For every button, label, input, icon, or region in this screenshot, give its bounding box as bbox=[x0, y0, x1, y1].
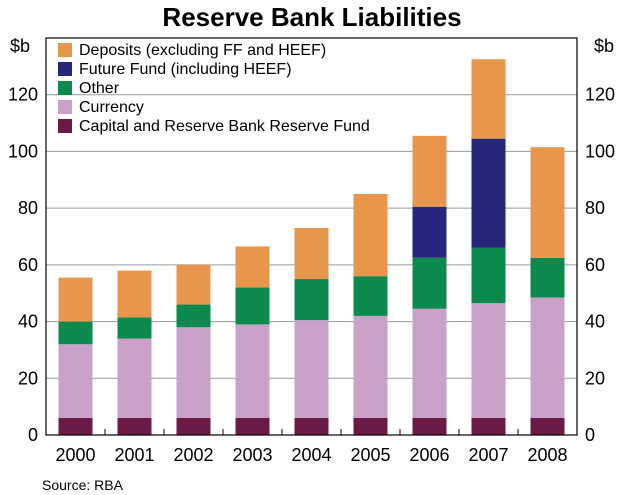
bar-2003-series-1 bbox=[235, 324, 270, 418]
bar-2007-series-4 bbox=[471, 59, 506, 139]
plot-frame bbox=[45, 37, 578, 436]
bar-2007-series-2 bbox=[471, 247, 506, 304]
x-tick-2006: 2006 bbox=[409, 445, 449, 465]
y-axis-left: 0 20 40 60 80 100 120 bbox=[8, 85, 38, 445]
y-tick-left-40: 40 bbox=[18, 312, 38, 332]
y-tick-left-100: 100 bbox=[8, 141, 38, 161]
legend-swatch-1 bbox=[58, 62, 72, 76]
bar-2004-series-0 bbox=[294, 417, 329, 435]
bar-2001-series-2 bbox=[117, 317, 152, 339]
x-tick-2001: 2001 bbox=[114, 445, 154, 465]
bar-2002-series-0 bbox=[176, 417, 211, 435]
legend-swatch-0 bbox=[58, 43, 72, 57]
bar-2004-series-1 bbox=[294, 320, 329, 418]
legend-swatch-3 bbox=[58, 100, 72, 114]
bar-2005-series-0 bbox=[353, 417, 388, 435]
bar-2000-series-0 bbox=[58, 417, 93, 435]
bar-2007-series-3 bbox=[471, 138, 506, 248]
x-tick-2007: 2007 bbox=[468, 445, 508, 465]
bar-2001-series-1 bbox=[117, 338, 152, 418]
bar-2000-series-2 bbox=[58, 321, 93, 345]
bar-2004-series-4 bbox=[294, 227, 329, 280]
bar-2006-series-4 bbox=[412, 135, 447, 207]
bar-2003-series-2 bbox=[235, 287, 270, 325]
x-tick-2008: 2008 bbox=[527, 445, 567, 465]
bar-2008-series-2 bbox=[530, 257, 565, 298]
source-note: Source: RBA bbox=[42, 477, 124, 493]
y-tick-left-80: 80 bbox=[18, 198, 38, 218]
x-tick-2005: 2005 bbox=[350, 445, 390, 465]
bar-2000-series-4 bbox=[58, 277, 93, 322]
legend-label-1: Future Fund (including HEEF) bbox=[79, 61, 292, 78]
legend-label-3: Currency bbox=[79, 99, 144, 116]
bar-2003-series-4 bbox=[235, 246, 270, 288]
legend-swatch-2 bbox=[58, 81, 72, 95]
x-tick-2003: 2003 bbox=[232, 445, 272, 465]
y-tick-right-0: 0 bbox=[585, 425, 595, 445]
legend-label-4: Capital and Reserve Bank Reserve Fund bbox=[79, 118, 370, 135]
bar-2002-series-1 bbox=[176, 327, 211, 418]
y-tick-left-120: 120 bbox=[8, 85, 38, 105]
y-tick-right-60: 60 bbox=[585, 255, 605, 275]
bar-2003-series-0 bbox=[235, 417, 270, 435]
bar-2007-series-0 bbox=[471, 417, 506, 435]
bar-2008-series-1 bbox=[530, 297, 565, 418]
chart-title: Reserve Bank Liabilities bbox=[162, 2, 461, 32]
x-tick-2002: 2002 bbox=[173, 445, 213, 465]
bar-2002-series-2 bbox=[176, 304, 211, 328]
bar-2005-series-1 bbox=[353, 315, 388, 418]
bar-2005-series-2 bbox=[353, 276, 388, 316]
y-tick-right-20: 20 bbox=[585, 368, 605, 388]
bar-2000-series-1 bbox=[58, 344, 93, 418]
bar-2001-series-4 bbox=[117, 270, 152, 318]
bar-2006-series-0 bbox=[412, 417, 447, 435]
bar-2008-series-0 bbox=[530, 417, 565, 435]
x-tick-2004: 2004 bbox=[291, 445, 331, 465]
y-axis-unit-left: $b bbox=[10, 36, 30, 56]
y-tick-right-100: 100 bbox=[585, 141, 615, 161]
bar-stacks bbox=[58, 59, 565, 435]
bar-2001-series-0 bbox=[117, 417, 152, 435]
legend-label-2: Other bbox=[79, 80, 120, 97]
bar-2007-series-1 bbox=[471, 303, 506, 418]
y-tick-left-20: 20 bbox=[18, 368, 38, 388]
legend: Deposits (excluding FF and HEEF) Future F… bbox=[58, 42, 370, 135]
y-tick-left-0: 0 bbox=[28, 425, 38, 445]
bar-2002-series-4 bbox=[176, 264, 211, 305]
y-tick-right-40: 40 bbox=[585, 312, 605, 332]
y-tick-right-80: 80 bbox=[585, 198, 605, 218]
bar-2006-series-1 bbox=[412, 308, 447, 418]
y-tick-left-60: 60 bbox=[18, 255, 38, 275]
bar-2006-series-3 bbox=[412, 206, 447, 258]
x-tick-2000: 2000 bbox=[55, 445, 95, 465]
legend-swatch-4 bbox=[58, 119, 72, 133]
legend-label-0: Deposits (excluding FF and HEEF) bbox=[79, 42, 326, 59]
y-axis-right: 0 20 40 60 80 100 120 bbox=[585, 85, 615, 445]
bar-2008-series-4 bbox=[530, 147, 565, 258]
bar-2004-series-2 bbox=[294, 279, 329, 321]
x-axis: 2000 2001 2002 2003 2004 2005 2006 2007 2008 bbox=[45, 429, 578, 465]
y-axis-unit-right: $b bbox=[594, 36, 614, 56]
y-tick-right-120: 120 bbox=[585, 85, 615, 105]
bar-2005-series-4 bbox=[353, 193, 388, 277]
bar-2006-series-2 bbox=[412, 257, 447, 309]
